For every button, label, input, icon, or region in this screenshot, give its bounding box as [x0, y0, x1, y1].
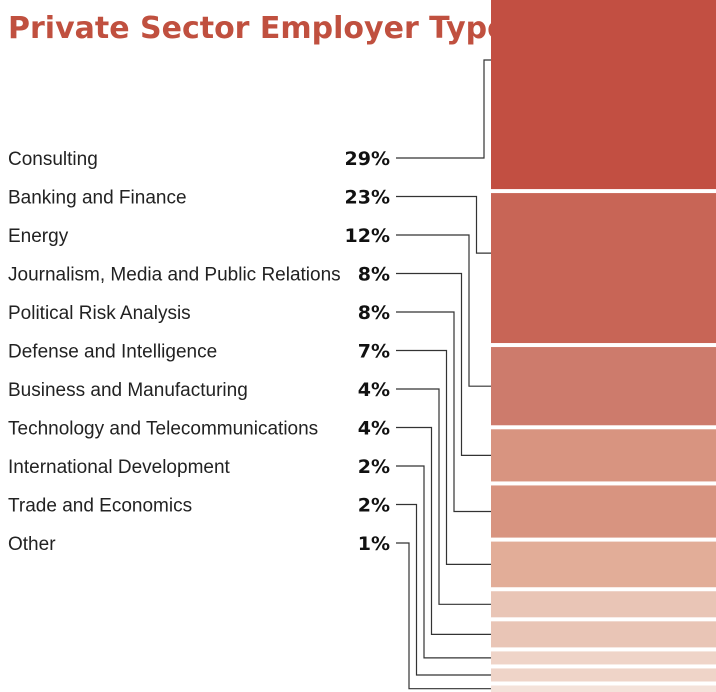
leader-line-other [396, 542, 491, 690]
leader-line-defense-and-intelligence [396, 349, 491, 565]
category-label-political-risk-analysis: Political Risk Analysis [8, 303, 191, 324]
category-label-trade-and-economics: Trade and Economics [8, 496, 192, 517]
value-label-consulting: 29% [345, 148, 390, 170]
bar-segment-trade-and-economics [491, 668, 716, 682]
value-label-banking-and-finance: 23% [345, 187, 390, 209]
category-label-consulting: Consulting [8, 149, 98, 170]
leader-line-trade-and-economics [396, 503, 491, 676]
stacked-column [491, 0, 716, 692]
bar-segment-defense-and-intelligence [491, 541, 716, 588]
value-label-energy: 12% [345, 225, 390, 247]
bar-segment-consulting [491, 0, 716, 190]
category-label-technology-and-telecommunications: Technology and Telecommunications [8, 419, 318, 440]
category-label-business-and-manufacturing: Business and Manufacturing [8, 380, 248, 401]
leader-line-banking-and-finance [396, 195, 491, 254]
bar-segment-banking-and-finance [491, 193, 716, 344]
category-label-energy: Energy [8, 226, 69, 247]
bar-segment-business-and-manufacturing [491, 591, 716, 618]
category-label-defense-and-intelligence: Defense and Intelligence [8, 342, 217, 363]
value-label-international-development: 2% [358, 456, 390, 478]
leader-line-business-and-manufacturing [396, 388, 491, 605]
bar-segment-energy [491, 347, 716, 426]
leader-line-technology-and-telecommunications [396, 426, 491, 635]
category-label-banking-and-finance: Banking and Finance [8, 188, 187, 209]
value-label-defense-and-intelligence: 7% [358, 341, 390, 363]
value-label-journalism-media-and-public-relations: 8% [358, 264, 390, 286]
value-label-trade-and-economics: 2% [358, 495, 390, 517]
value-labels: 29% 23% 12% 8% 8% 7% 4% 4% 2% 2% 1% [345, 148, 390, 555]
bar-segment-technology-and-telecommunications [491, 621, 716, 648]
leader-line-consulting [396, 59, 491, 159]
value-label-political-risk-analysis: 8% [358, 302, 390, 324]
leader-lines [396, 59, 491, 690]
chart-title: Private Sector Employer Types [8, 11, 525, 46]
bar-segment-international-development [491, 651, 716, 665]
bar-segment-political-risk-analysis [491, 485, 716, 538]
leader-line-political-risk-analysis [396, 311, 491, 513]
category-label-journalism-media-and-public-relations: Journalism, Media and Public Relations [8, 265, 341, 286]
value-label-technology-and-telecommunications: 4% [358, 418, 390, 440]
bar-segment-journalism-media-and-public-relations [491, 429, 716, 482]
category-labels: Consulting Banking and Finance Energy Journ… [8, 149, 341, 555]
category-label-international-development: International Development [8, 457, 231, 478]
value-label-business-and-manufacturing: 4% [358, 379, 390, 401]
leader-line-international-development [396, 465, 491, 659]
leader-line-journalism-media-and-public-relations [396, 272, 491, 456]
category-label-other: Other [8, 534, 56, 555]
value-label-other: 1% [358, 533, 390, 555]
leader-line-energy [396, 234, 491, 387]
bar-segment-other [491, 685, 716, 692]
